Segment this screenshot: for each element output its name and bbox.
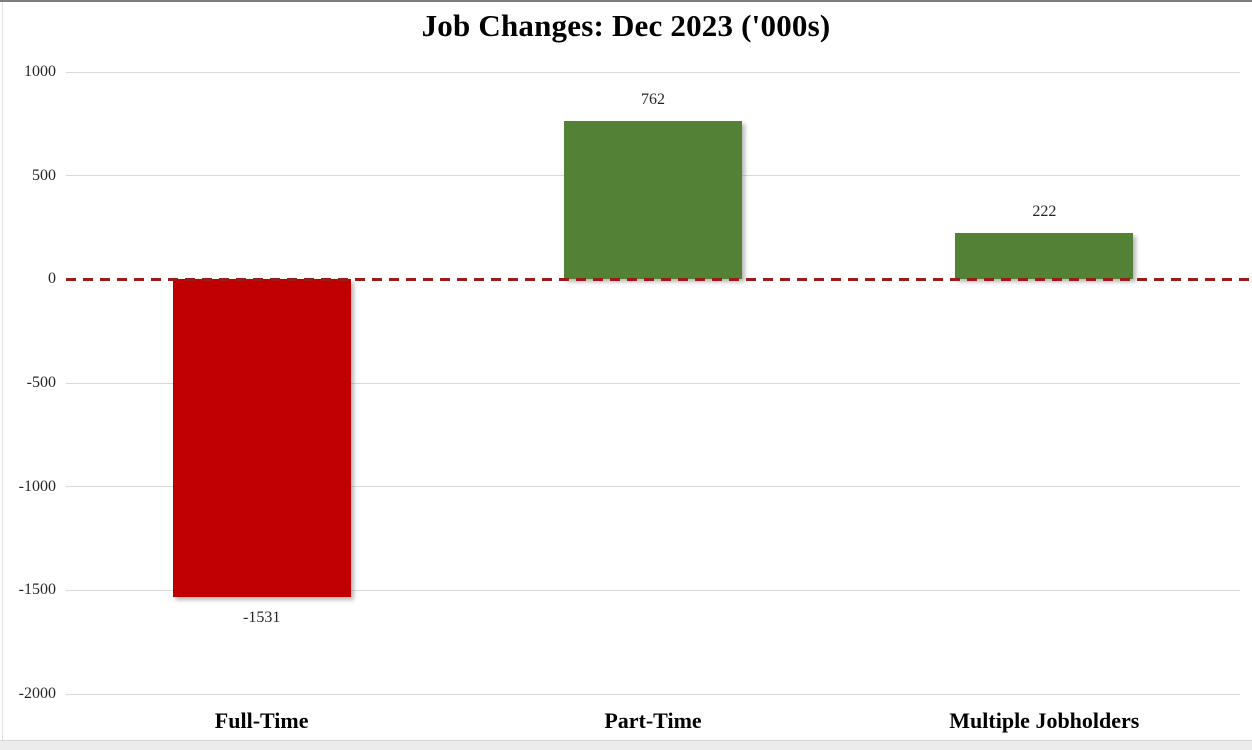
window-bottom-strip — [0, 740, 1252, 750]
window-left-edge — [2, 2, 3, 740]
bar-value-label: -1531 — [242, 608, 281, 626]
y-tick-label: 500 — [32, 166, 56, 184]
gridline — [66, 693, 1240, 695]
category-label-multiple-jobholders: Multiple Jobholders — [949, 708, 1140, 733]
y-tick-label: 0 — [48, 270, 56, 288]
y-tick-label: -1000 — [18, 477, 56, 495]
bar-value-label: 762 — [641, 91, 665, 109]
y-tick-label: -2000 — [18, 685, 56, 702]
gridline — [66, 382, 1240, 384]
y-tick-label: 1000 — [24, 63, 56, 80]
chart-title: Job Changes: Dec 2023 ('000s) — [421, 8, 831, 43]
bar-value-label: 222 — [1032, 203, 1057, 221]
y-tick-label: -1500 — [18, 581, 56, 599]
category-label-part-time: Part-Time — [604, 708, 702, 733]
bar-part-time — [564, 121, 742, 280]
window-top-edge — [0, 0, 1252, 2]
gridline — [66, 71, 1240, 73]
zero-baseline — [66, 277, 1252, 281]
bar-multiple-jobholders — [955, 233, 1134, 280]
bar-full-time — [172, 279, 351, 597]
gridline — [66, 486, 1240, 488]
y-tick-label: -500 — [26, 374, 56, 391]
category-label-full-time: Full-Time — [214, 708, 309, 733]
gridline — [66, 589, 1240, 591]
